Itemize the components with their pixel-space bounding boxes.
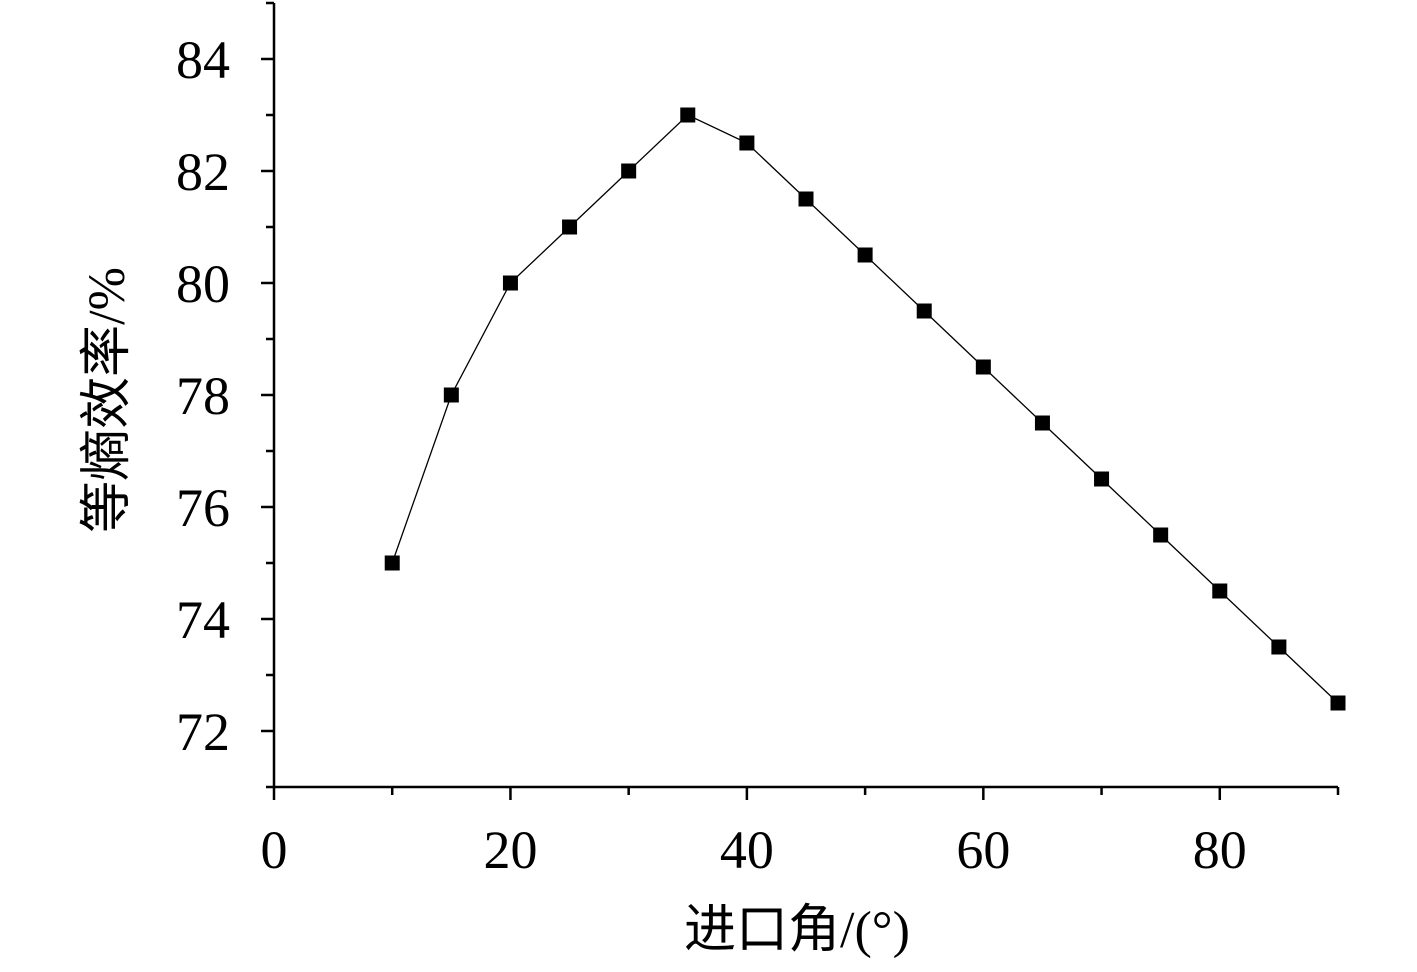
data-point-marker — [1271, 639, 1287, 655]
data-point-marker — [916, 303, 932, 319]
data-point-marker — [1330, 695, 1346, 711]
y-tick-label: 78 — [176, 366, 230, 426]
y-tick-label: 74 — [176, 590, 230, 650]
data-point-marker — [1034, 415, 1050, 431]
x-tick-label: 60 — [956, 820, 1010, 880]
data-point-marker — [680, 107, 696, 123]
x-tick-label: 40 — [720, 820, 774, 880]
y-tick-label: 84 — [176, 30, 230, 90]
x-tick-label: 0 — [261, 820, 288, 880]
series-layer — [384, 107, 1346, 711]
data-point-marker — [857, 247, 873, 263]
ticks-layer: 0 20 40 60 80 72 74 76 78 80 82 84 — [176, 1, 1340, 880]
axes-layer — [272, 3, 1338, 789]
data-point-marker — [562, 219, 578, 235]
data-point-marker — [1094, 471, 1110, 487]
data-point-marker — [443, 387, 459, 403]
data-point-marker — [621, 163, 637, 179]
y-tick-label: 80 — [176, 254, 230, 314]
data-point-marker — [975, 359, 991, 375]
data-point-marker — [739, 135, 755, 151]
series-line — [391, 114, 1339, 704]
data-point-marker — [502, 275, 518, 291]
x-tick-label: 20 — [483, 820, 537, 880]
y-tick-label: 82 — [176, 142, 230, 202]
data-point-marker — [798, 191, 814, 207]
x-tick-label: 80 — [1193, 820, 1247, 880]
y-tick-label: 72 — [176, 702, 230, 762]
y-tick-label: 76 — [176, 478, 230, 538]
data-point-marker — [1153, 527, 1169, 543]
data-point-marker — [1212, 583, 1228, 599]
x-axis-title: 进口角/(°) — [684, 902, 910, 959]
y-axis-title: 等熵效率/% — [79, 267, 136, 533]
data-point-marker — [384, 555, 400, 571]
